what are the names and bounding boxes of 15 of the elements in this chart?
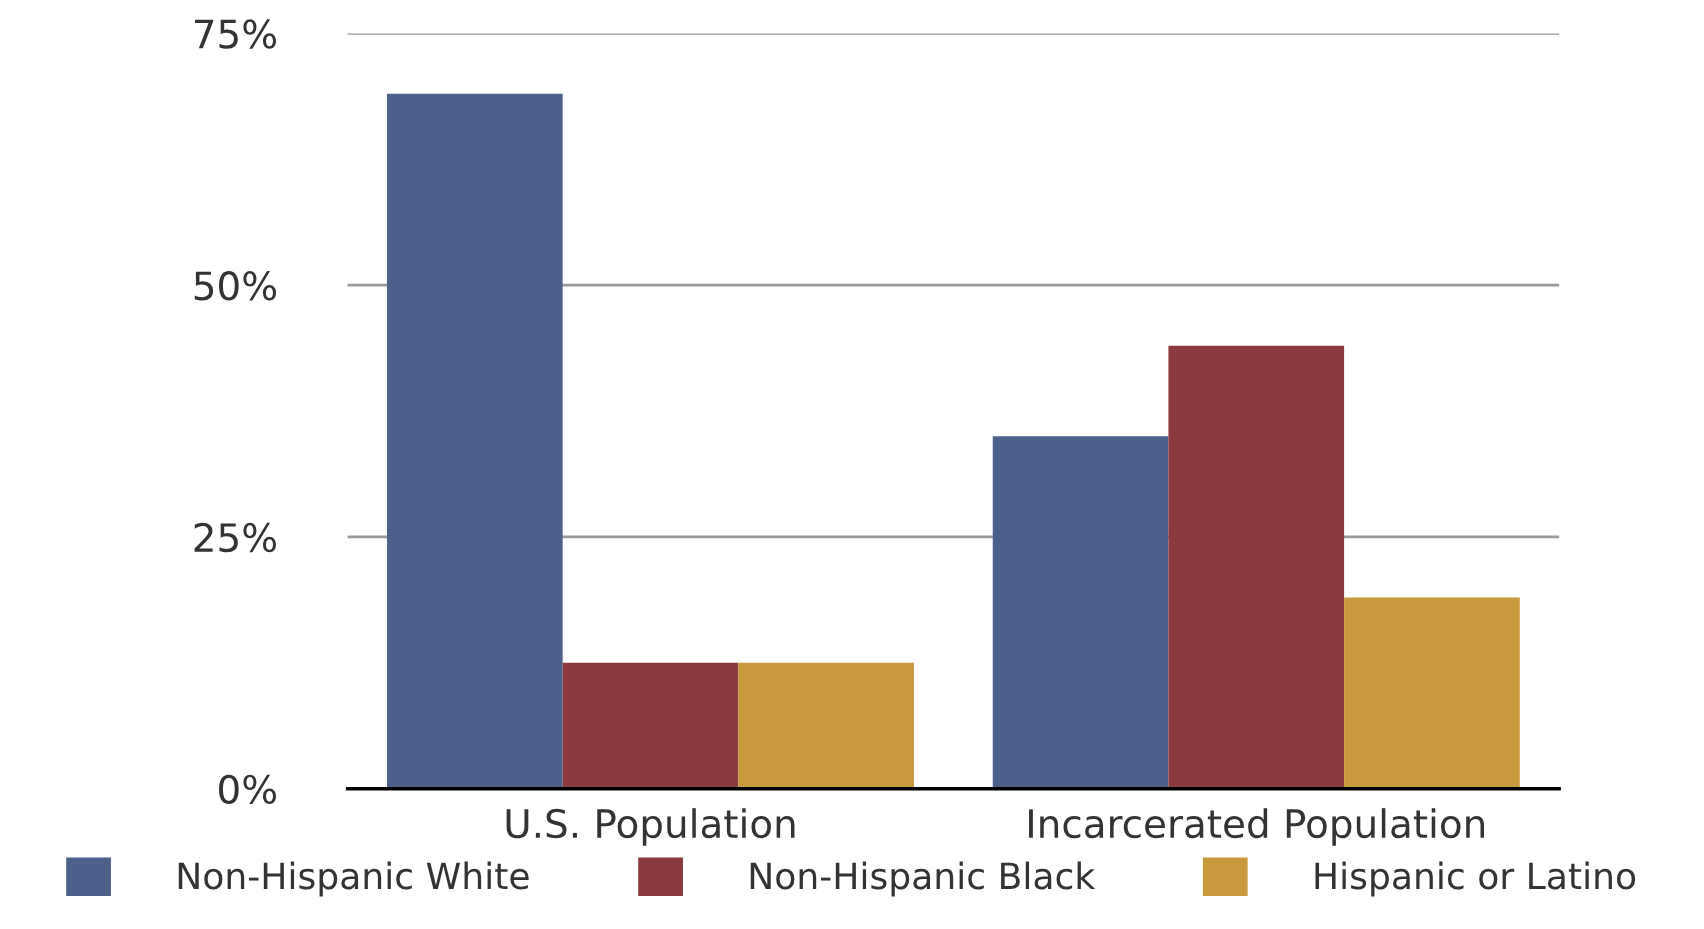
- bar: [992, 436, 1169, 789]
- y-tick-label: 0%: [219, 774, 277, 805]
- bar: [1168, 345, 1345, 789]
- legend-label: Hispanic or Latino: [1315, 861, 1636, 897]
- legend-label: Non-Hispanic Black: [750, 861, 1096, 897]
- x-tick-label: U.S. Population: [506, 808, 795, 846]
- bar: [1344, 597, 1520, 789]
- bar: [738, 662, 915, 789]
- bar: [386, 93, 563, 789]
- y-tick-label: 25%: [194, 522, 277, 553]
- x-tick-label: Incarcerated Population: [1029, 808, 1485, 846]
- y-tick-label: 50%: [194, 271, 277, 301]
- y-tick-label: 75%: [194, 19, 277, 49]
- bar: [562, 662, 739, 789]
- legend-label: Non-Hispanic White: [178, 861, 529, 897]
